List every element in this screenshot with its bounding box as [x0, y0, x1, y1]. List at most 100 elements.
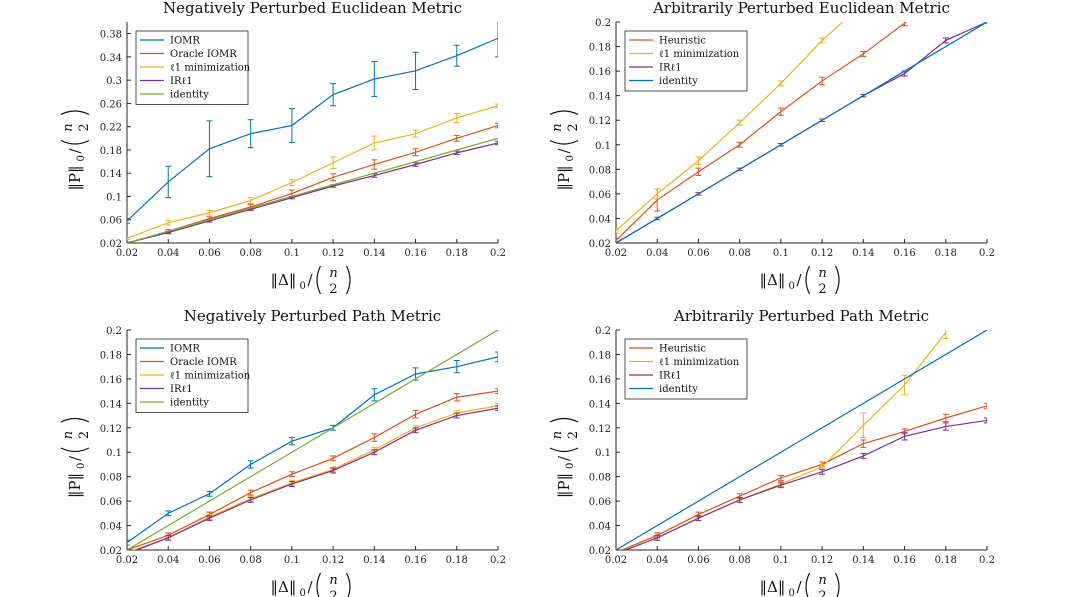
error-bar — [901, 22, 908, 27]
y-axis-label-lparen — [549, 139, 579, 145]
y-axis-label-slash: / — [555, 148, 573, 154]
error-bar — [453, 412, 460, 419]
error-bar — [371, 159, 378, 170]
error-bar — [777, 80, 784, 87]
y-tick-label: 0.02 — [100, 239, 122, 250]
y-axis-label-norm: ‖P‖ — [555, 165, 573, 190]
legend-label: IOMR — [170, 36, 200, 47]
y-axis-label-sub: 0 — [76, 463, 87, 469]
series-line-5 — [127, 137, 498, 243]
legend: IOMR Oracle IOMR ℓ1 minimization IRℓ1 identi… — [135, 30, 251, 105]
x-tick-label: 0.04 — [157, 248, 179, 259]
legend-label: IRℓ1 — [659, 371, 682, 382]
x-tick-label: 0.12 — [811, 555, 833, 566]
series-line-2 — [127, 124, 498, 243]
legend-label: IOMR — [170, 344, 200, 355]
error-bar — [206, 515, 213, 522]
x-axis-label-two: 2 — [329, 589, 337, 597]
y-tick-label: 0.2 — [595, 18, 611, 29]
x-axis-label: ‖Δ‖ 0/ n2 — [271, 572, 351, 597]
x-axis-label-norm: ‖Δ‖ — [271, 271, 297, 289]
legend-label: IRℓ1 — [170, 76, 193, 87]
x-tick-label: 0.2 — [979, 248, 995, 259]
error-bar — [860, 439, 867, 448]
x-axis-label: ‖Δ‖ 0/ n2 — [760, 572, 840, 597]
error-bar — [984, 402, 987, 409]
series-layer — [124, 330, 498, 553]
x-axis-label-two: 2 — [818, 589, 826, 597]
legend-label: IRℓ1 — [170, 384, 193, 395]
y-tick-label: 0.04 — [589, 522, 611, 533]
x-tick-label: 0.18 — [446, 555, 468, 566]
error-bar — [819, 37, 826, 44]
y-tick-label: 0.06 — [589, 190, 611, 201]
error-bar — [247, 489, 254, 496]
x-tick-label: 0.02 — [605, 248, 627, 259]
x-tick-label: 0.08 — [240, 555, 262, 566]
y-tick-label: 0.08 — [100, 473, 122, 484]
error-bar — [695, 167, 702, 176]
error-bar — [901, 432, 908, 441]
x-axis-label-slash: / — [797, 271, 803, 289]
y-axis-label-n: n — [550, 431, 565, 439]
x-tick-label: 0.12 — [322, 555, 344, 566]
error-bar — [412, 427, 419, 434]
y-tick-label: 0.02 — [100, 546, 122, 557]
x-axis-label-lparen — [805, 572, 811, 597]
x-axis-label-n: n — [818, 573, 826, 588]
x-axis-label-slash: / — [308, 271, 314, 289]
y-axis-label-sub: 0 — [565, 155, 576, 161]
error-bar — [371, 388, 378, 402]
y-tick-label: 0.06 — [589, 497, 611, 508]
x-tick-label: 0.2 — [979, 555, 995, 566]
x-tick-label: 0.06 — [198, 555, 220, 566]
error-bar — [371, 449, 378, 456]
error-bar — [942, 37, 949, 44]
x-axis-label-n: n — [329, 266, 337, 281]
error-bar — [777, 482, 784, 489]
error-bar — [654, 188, 661, 200]
error-bar — [613, 551, 619, 553]
y-tick-label: 0.1 — [106, 448, 122, 459]
error-bar — [495, 351, 498, 363]
x-axis-label-norm: ‖Δ‖ — [271, 578, 297, 596]
x-axis-label-sub: 0 — [300, 588, 306, 597]
y-axis-label-n: n — [550, 123, 565, 131]
error-bar — [127, 539, 130, 546]
y-tick-label: 0.26 — [100, 99, 122, 110]
error-bar — [288, 437, 295, 446]
error-bar — [860, 412, 867, 439]
legend: Heuristic ℓ1 minimization IRℓ1 identity — [624, 338, 748, 400]
error-bar — [777, 107, 784, 116]
legend: Heuristic ℓ1 minimization IRℓ1 identity — [624, 30, 748, 92]
error-bar — [247, 197, 254, 204]
error-bar — [453, 393, 460, 402]
error-bar — [288, 471, 295, 478]
y-tick-label: 0.14 — [589, 399, 611, 410]
error-bar — [654, 534, 661, 541]
x-axis-label-rparen — [345, 572, 351, 597]
series-line-1 — [620, 405, 987, 550]
y-tick-label: 0.18 — [100, 350, 122, 361]
x-axis-label-n: n — [329, 573, 337, 588]
y-axis-label-n: n — [61, 123, 76, 131]
error-bar — [330, 455, 337, 462]
error-bar — [206, 120, 213, 178]
y-tick-label: 0.02 — [589, 546, 611, 557]
y-axis-label: ‖P‖ 0 / n 2 — [60, 417, 92, 498]
error-bar — [288, 481, 295, 487]
series-line-1 — [127, 356, 498, 544]
x-tick-label: 0.18 — [935, 248, 957, 259]
x-tick-label: 0.18 — [446, 248, 468, 259]
x-tick-label: 0.04 — [646, 248, 668, 259]
y-tick-label: 0.2 — [106, 326, 122, 337]
y-tick-label: 0.06 — [100, 497, 122, 508]
legend-label: IRℓ1 — [659, 63, 682, 74]
error-bar — [288, 179, 295, 186]
y-tick-label: 0.1 — [595, 141, 611, 152]
error-bar — [124, 551, 130, 553]
y-axis-label-norm: ‖P‖ — [66, 165, 84, 190]
x-axis-label-slash: / — [308, 578, 314, 596]
error-bar — [942, 413, 949, 423]
legend-label: Oracle IOMR — [170, 357, 237, 368]
